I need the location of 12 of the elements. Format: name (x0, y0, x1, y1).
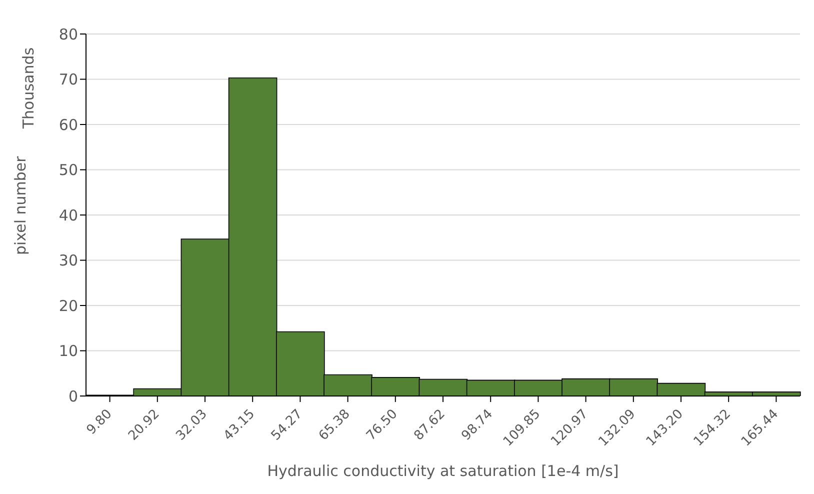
y-tick-label: 20 (58, 296, 78, 315)
y-tick-label: 10 (58, 342, 78, 360)
text: Thousands (20, 47, 38, 129)
y-tick-label: 80 (58, 25, 78, 44)
y-tick-label: 50 (58, 161, 78, 180)
y-tick-label: 0 (68, 387, 78, 406)
y-tick-label: 30 (58, 252, 78, 270)
y-tick-label: 60 (58, 116, 78, 134)
x-axis-title: Hydraulic conductivity at saturation [1e-4 m/s] (267, 462, 619, 480)
y-tick-label: 70 (58, 70, 78, 89)
y-axis-title: pixel number (11, 155, 30, 255)
y-tick-label: 40 (58, 206, 78, 224)
